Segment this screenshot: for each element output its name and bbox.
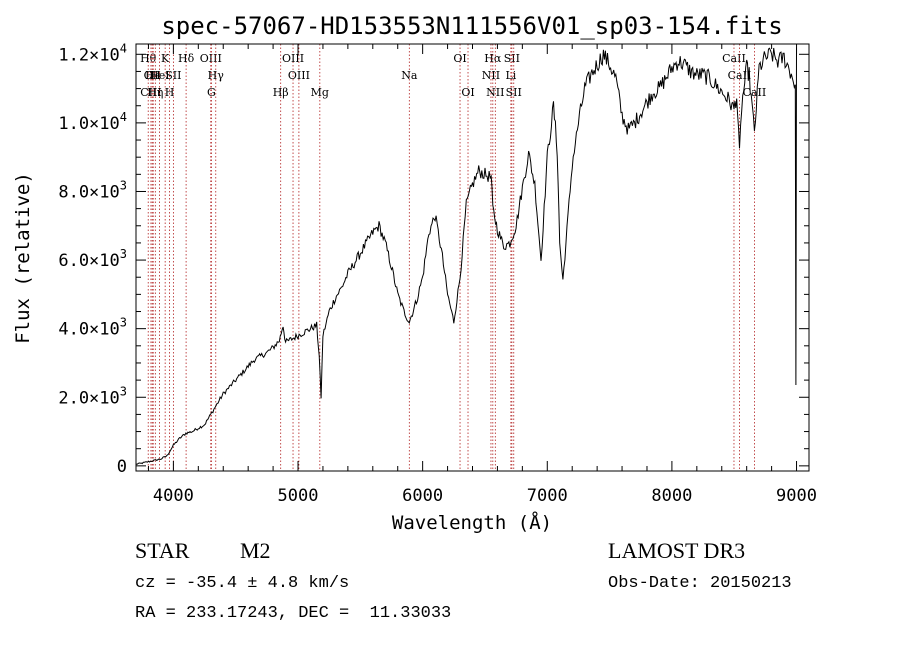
line-label-11: Hγ	[208, 69, 225, 82]
line-label-8: SII	[165, 69, 181, 82]
line-label-18: OI	[453, 52, 466, 65]
y-tick-label-2: 4.0×103	[58, 316, 127, 340]
y-tick-label-4: 8.0×103	[58, 178, 127, 202]
line-label-3: He	[145, 69, 161, 82]
x-tick-label-0: 4000	[153, 486, 194, 506]
line-label-4: Hη	[147, 86, 163, 99]
observation-date: Obs-Date: 20150213	[608, 574, 792, 593]
y-axis-label: Flux (relative)	[12, 172, 34, 344]
y-tick-label-1: 2.0×103	[58, 384, 127, 408]
line-label-15: OIII	[288, 69, 310, 82]
x-tick-label-5: 9000	[776, 486, 817, 506]
line-label-14: OIII	[282, 52, 304, 65]
line-label-5: K	[161, 52, 170, 65]
line-label-24: Li	[505, 69, 516, 82]
line-label-1: CII	[144, 69, 161, 82]
object-subclass: M2	[240, 538, 271, 563]
line-label-21: NII	[482, 69, 500, 82]
y-tick-label-0: 0	[117, 457, 127, 477]
y-axis: 0 2.0×103 4.0×103 6.0×103 8.0×103 1.0×104 1.2×…	[58, 41, 809, 477]
x-tick-label-1: 5000	[278, 486, 319, 506]
line-label-19: OI	[461, 86, 474, 99]
line-label-16: Mg	[311, 86, 329, 99]
x-tick-label-3: 7000	[527, 486, 568, 506]
x-tick-label-2: 6000	[402, 486, 443, 506]
line-label-17: Na	[401, 69, 418, 82]
line-label-23: SII	[504, 52, 520, 65]
x-axis: 4000 5000 6000 7000 8000 9000	[147, 44, 817, 506]
line-label-9: Hδ	[178, 52, 195, 65]
plot-frame	[135, 43, 810, 472]
line-label-12: G	[207, 86, 216, 99]
line-label-28: CaII	[743, 86, 767, 99]
line-label-13: Hβ	[273, 86, 289, 99]
line-label-2: CIII	[140, 86, 161, 99]
spectrum-line	[135, 47, 797, 465]
y-tick-label-3: 6.0×103	[58, 247, 127, 271]
line-label-6: HeI	[149, 69, 169, 82]
line-label-20: Hα	[484, 52, 502, 65]
line-label-10: OIII	[200, 52, 222, 65]
coordinates: RA = 233.17243, DEC = 11.33033	[135, 604, 452, 623]
line-label-26: CaII	[722, 52, 746, 65]
x-tick-label-4: 8000	[651, 486, 692, 506]
chart-title: spec-57067-HD153553N111556V01_sp03-154.f…	[161, 12, 782, 40]
redshift-velocity: cz = -35.4 ± 4.8 km/s	[135, 574, 350, 593]
line-label-25: SII	[506, 86, 522, 99]
y-tick-label-6: 1.2×104	[58, 41, 127, 65]
x-axis-label: Wavelength (Å)	[392, 511, 552, 534]
survey-label: LAMOST DR3	[608, 538, 746, 563]
y-tick-label-5: 1.0×104	[58, 110, 127, 134]
object-class: STAR	[135, 538, 190, 563]
line-label-22: NII	[486, 86, 504, 99]
line-label-7: H	[165, 86, 175, 99]
